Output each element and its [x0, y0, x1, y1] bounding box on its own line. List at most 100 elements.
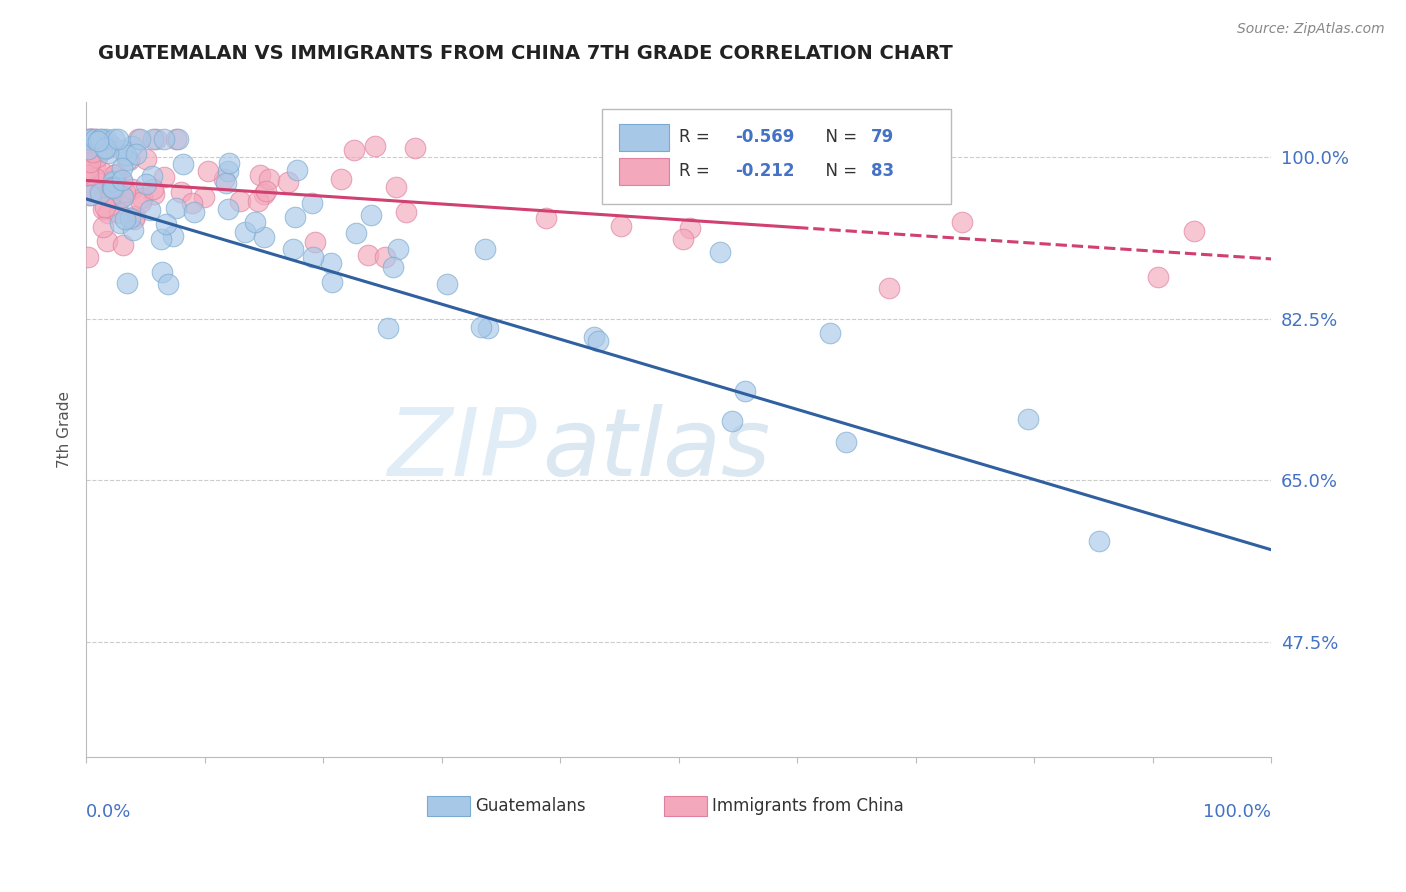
Point: [477, 321, 499, 335]
Point: [108, 206, 131, 220]
Point: [281, 242, 304, 256]
Text: atlas: atlas: [543, 404, 770, 495]
Point: [183, 205, 205, 219]
Point: [101, 186, 124, 201]
FancyBboxPatch shape: [602, 109, 950, 203]
Point: [157, 277, 180, 291]
Point: [86, 150, 108, 164]
Point: [77, 168, 100, 182]
Point: [253, 187, 276, 202]
Point: [115, 153, 138, 168]
Point: [217, 163, 239, 178]
Point: [165, 132, 187, 146]
Point: [100, 190, 122, 204]
Point: [381, 260, 404, 274]
Point: [170, 185, 193, 199]
Point: [77, 136, 100, 150]
Point: [76, 132, 98, 146]
Point: [79, 154, 101, 169]
Point: [103, 132, 125, 146]
Point: [103, 175, 125, 189]
FancyBboxPatch shape: [619, 158, 669, 186]
Text: 100.0%: 100.0%: [1204, 804, 1271, 822]
Point: [94, 200, 117, 214]
Point: [193, 190, 215, 204]
Point: [364, 139, 387, 153]
Point: [301, 196, 323, 211]
Point: [80, 132, 103, 146]
Point: [90, 144, 112, 158]
Point: [111, 175, 134, 189]
Point: [374, 250, 396, 264]
Point: [534, 211, 557, 225]
Point: [80, 187, 103, 202]
Point: [709, 245, 731, 260]
Point: [89, 186, 111, 200]
Point: [150, 232, 173, 246]
Point: [112, 190, 135, 204]
Point: [302, 250, 325, 264]
Point: [404, 141, 426, 155]
Point: [111, 143, 134, 157]
Point: [145, 132, 167, 146]
Point: [321, 275, 343, 289]
Point: [610, 219, 633, 233]
Point: [734, 384, 756, 399]
Text: 0.0%: 0.0%: [86, 804, 131, 822]
Point: [83, 171, 105, 186]
Point: [91, 220, 114, 235]
Point: [114, 211, 136, 226]
Point: [118, 153, 141, 168]
Point: [82, 145, 104, 159]
Point: [583, 330, 606, 344]
Point: [229, 194, 252, 209]
Point: [1184, 224, 1206, 238]
Point: [246, 194, 269, 208]
Point: [110, 217, 132, 231]
Point: [360, 208, 382, 222]
Point: [720, 414, 742, 428]
Point: [121, 182, 143, 196]
Point: [77, 188, 100, 202]
Point: [79, 132, 101, 146]
Point: [277, 175, 299, 189]
Point: [96, 141, 118, 155]
Point: [284, 210, 307, 224]
Text: 83: 83: [870, 161, 894, 180]
Point: [877, 281, 900, 295]
Text: R =: R =: [679, 128, 714, 145]
Text: ZIP: ZIP: [387, 404, 536, 495]
Point: [167, 132, 190, 146]
Point: [1088, 533, 1111, 548]
Point: [103, 168, 125, 182]
Point: [114, 186, 136, 200]
Point: [257, 172, 280, 186]
Point: [124, 210, 146, 224]
Text: N =: N =: [815, 128, 862, 145]
FancyBboxPatch shape: [427, 796, 470, 816]
Text: -0.569: -0.569: [735, 128, 794, 145]
Point: [181, 196, 204, 211]
Point: [142, 181, 165, 195]
Point: [384, 180, 406, 194]
Point: [129, 132, 152, 146]
Point: [218, 202, 240, 216]
Point: [97, 206, 120, 220]
Point: [138, 203, 160, 218]
Text: Source: ZipAtlas.com: Source: ZipAtlas.com: [1237, 22, 1385, 37]
FancyBboxPatch shape: [665, 796, 707, 816]
Point: [672, 232, 695, 246]
Point: [105, 175, 128, 189]
Text: R =: R =: [679, 161, 714, 180]
Point: [153, 132, 176, 146]
Point: [343, 143, 366, 157]
Point: [96, 132, 118, 146]
Point: [387, 242, 409, 256]
Point: [1017, 411, 1039, 425]
Point: [586, 334, 609, 349]
Point: [377, 321, 399, 335]
Y-axis label: 7th Grade: 7th Grade: [58, 392, 72, 468]
Point: [470, 319, 492, 334]
Point: [77, 161, 100, 176]
Point: [101, 180, 124, 194]
